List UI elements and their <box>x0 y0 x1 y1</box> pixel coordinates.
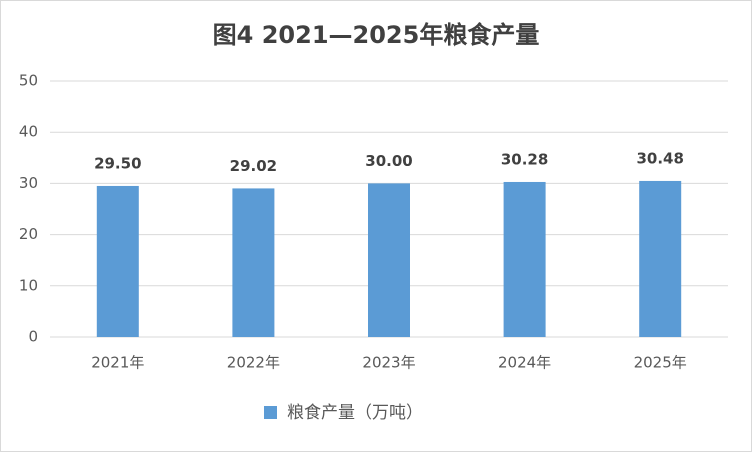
x-tick-label: 2023年 <box>362 354 415 372</box>
bar <box>96 185 139 337</box>
value-label: 30.48 <box>636 149 683 167</box>
x-tick-label: 2024年 <box>498 354 551 372</box>
bar <box>232 188 275 337</box>
x-tick-label: 2025年 <box>634 354 687 372</box>
x-tick-label: 2022年 <box>227 354 280 372</box>
legend-label: 粮食产量（万吨） <box>287 403 423 423</box>
chart-title: 图4 2021—2025年粮食产量 <box>213 21 540 49</box>
y-tick-label: 0 <box>28 328 38 346</box>
value-label: 29.50 <box>94 154 141 172</box>
y-tick-label: 20 <box>19 225 38 243</box>
bar <box>503 181 546 337</box>
value-label: 30.00 <box>365 152 412 170</box>
value-label: 30.28 <box>501 150 548 168</box>
y-tick-label: 40 <box>19 123 38 141</box>
bar <box>368 183 410 337</box>
y-tick-label: 10 <box>19 276 38 294</box>
value-label: 29.02 <box>230 157 277 175</box>
y-tick-label: 50 <box>19 72 38 90</box>
legend-swatch <box>264 406 277 419</box>
y-tick-label: 30 <box>19 174 38 192</box>
x-tick-label: 2021年 <box>91 354 144 372</box>
bar <box>639 180 682 337</box>
